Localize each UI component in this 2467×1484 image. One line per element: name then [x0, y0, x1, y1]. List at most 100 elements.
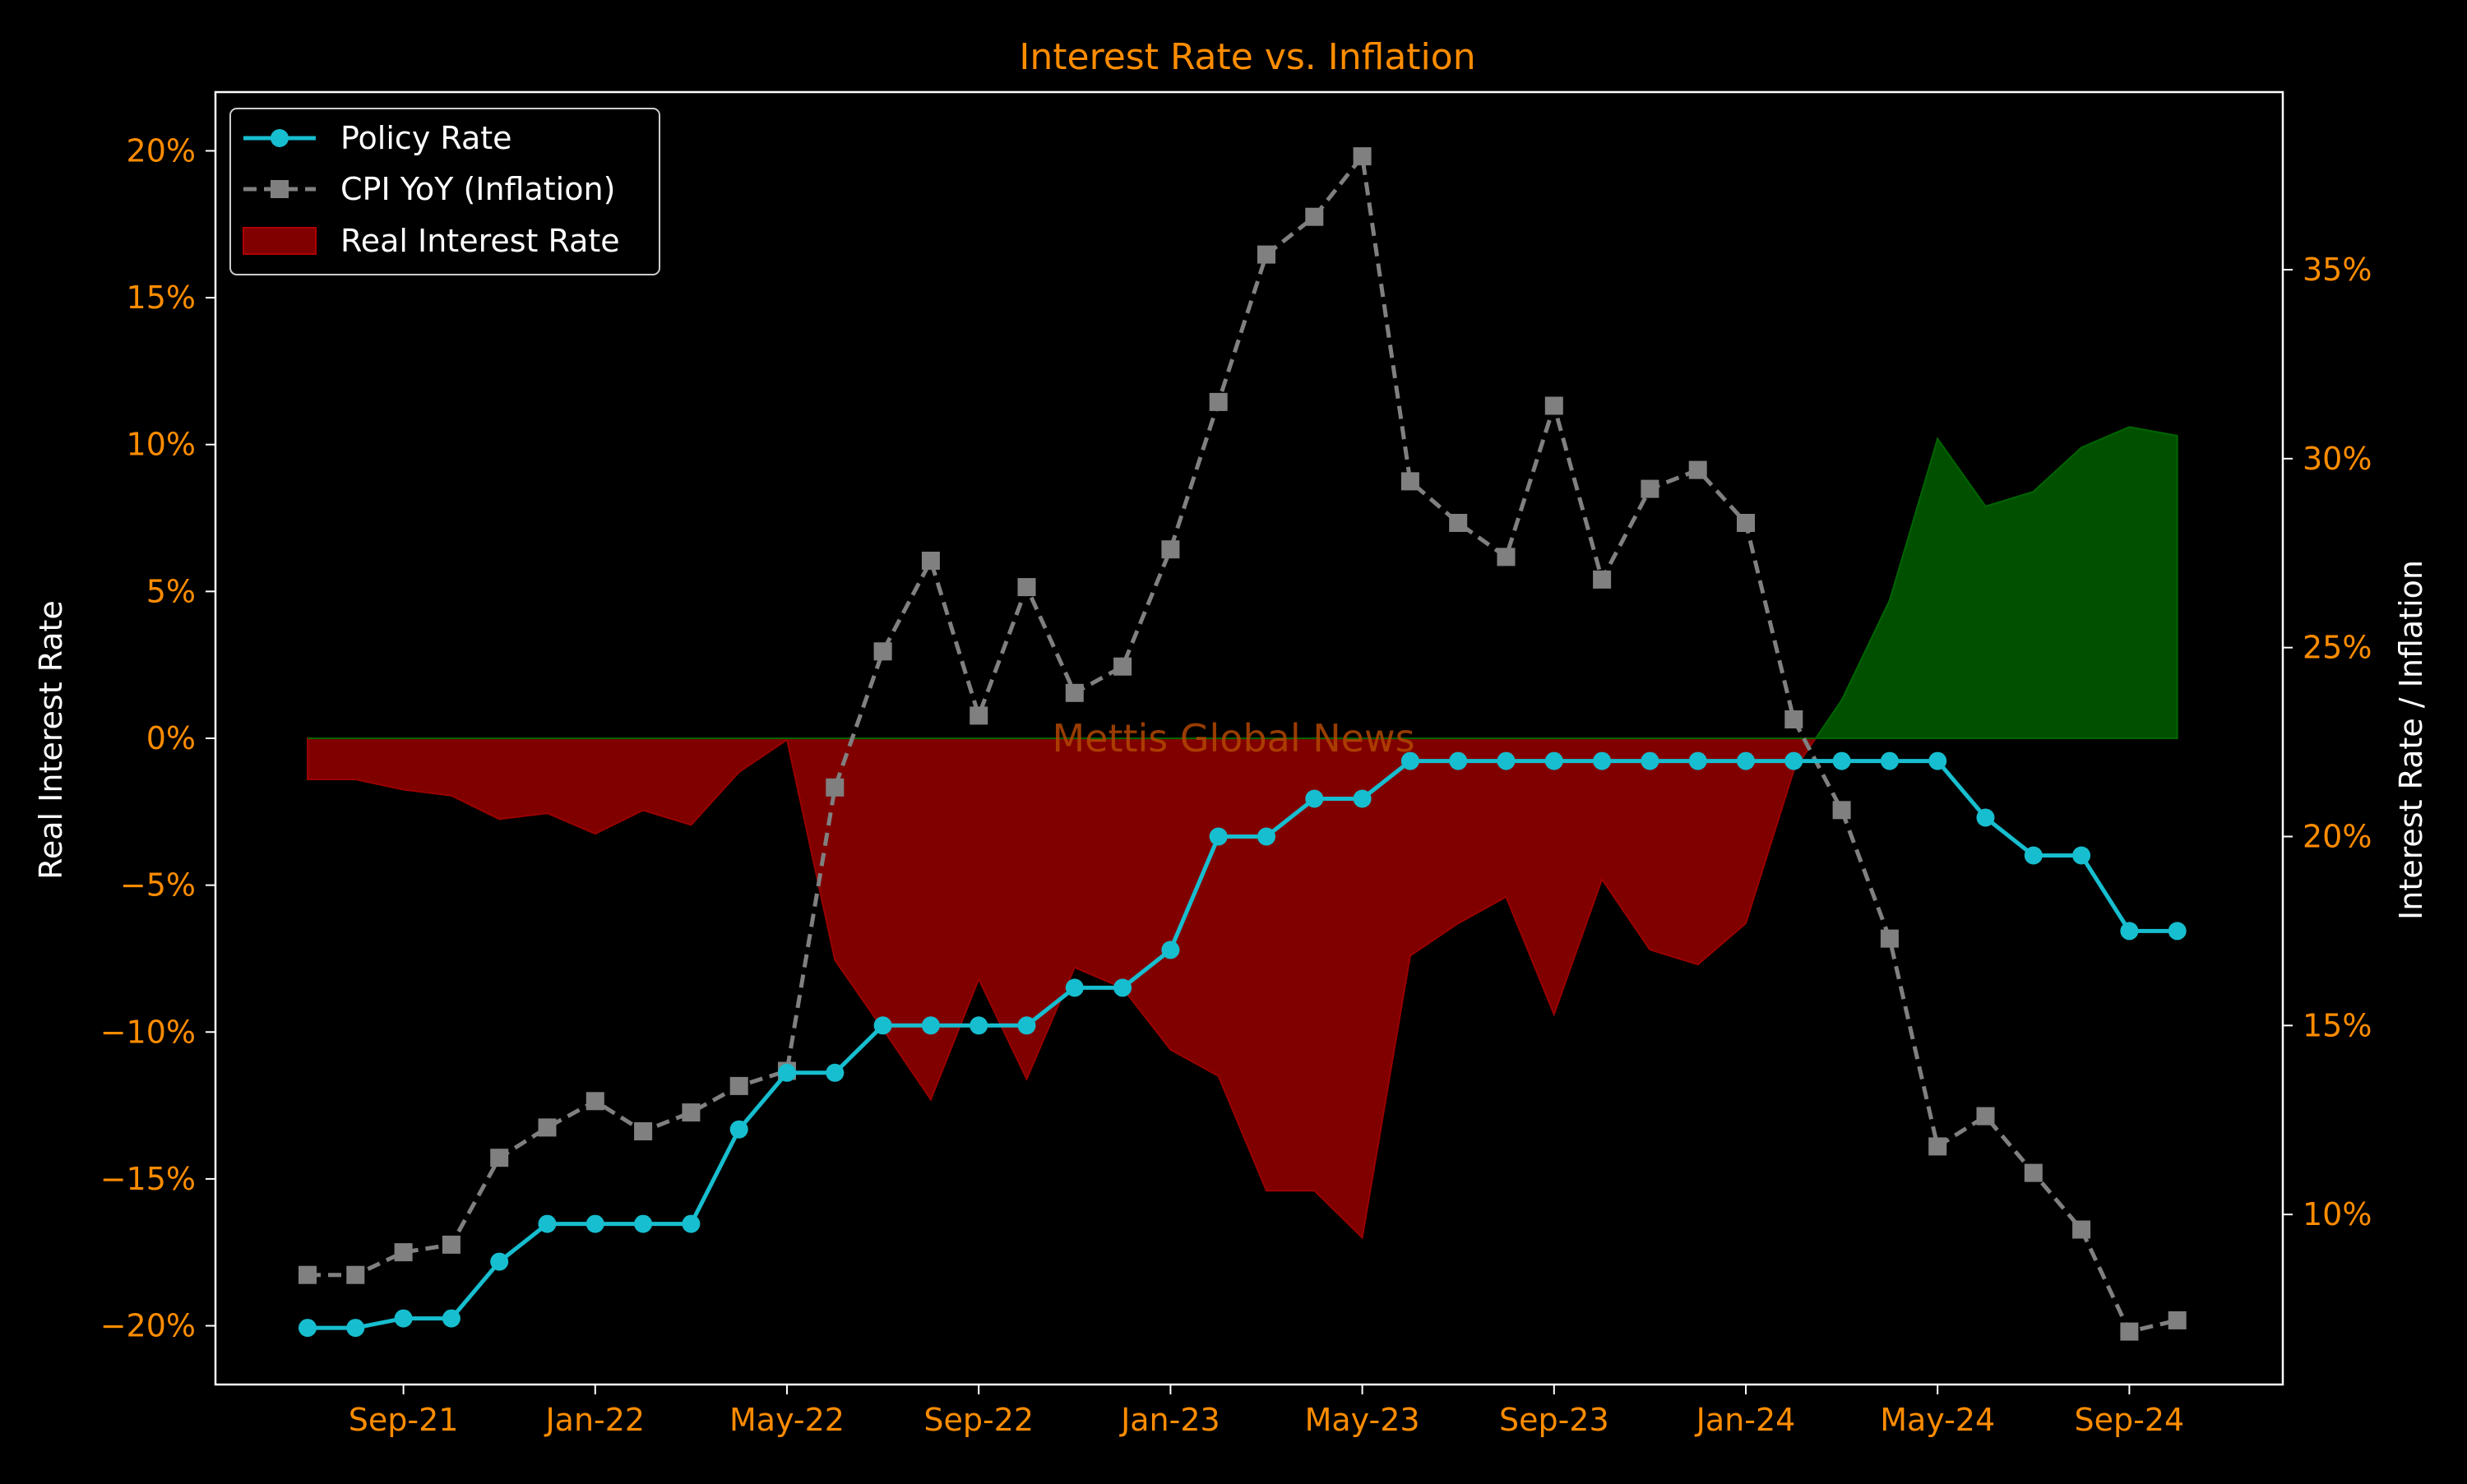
policy-rate-point	[921, 1016, 940, 1035]
left-tick-label: 5%	[146, 573, 196, 609]
legend-entry-real-rate: Real Interest Rate	[340, 223, 620, 259]
cpi-point	[1928, 1137, 1947, 1156]
legend-entry-cpi: CPI YoY (Inflation)	[340, 171, 615, 207]
policy-rate-point	[1641, 751, 1659, 770]
x-tick-label: May-22	[729, 1402, 845, 1438]
cpi-point	[2168, 1311, 2187, 1329]
policy-rate-point	[1832, 751, 1851, 770]
cpi-point	[1832, 801, 1851, 820]
x-tick-label: May-24	[1880, 1402, 1995, 1438]
legend-entry-policy-rate: Policy Rate	[340, 120, 512, 156]
cpi-point	[1784, 710, 1803, 728]
policy-rate-point	[1305, 789, 1324, 808]
cpi-point	[1353, 147, 1372, 166]
policy-rate-point	[1449, 751, 1468, 770]
policy-rate-point	[729, 1120, 748, 1139]
policy-rate-point	[970, 1016, 988, 1035]
policy-rate-point	[1544, 751, 1563, 770]
cpi-point	[442, 1235, 461, 1254]
cpi-point	[1737, 514, 1755, 532]
policy-rate-point	[1017, 1016, 1036, 1035]
cpi-point	[2120, 1322, 2139, 1341]
policy-rate-point	[1065, 978, 1084, 997]
cpi-point	[634, 1122, 653, 1140]
policy-rate-point	[2024, 846, 2043, 865]
series-lines-group	[299, 147, 2187, 1341]
policy-rate-point	[1593, 751, 1612, 770]
real-rate-area-group	[307, 426, 2178, 1240]
cpi-point	[1257, 245, 1275, 264]
policy-rate-point	[1209, 827, 1228, 846]
policy-rate-point	[1928, 751, 1947, 770]
right-tick-label: 15%	[2303, 1007, 2372, 1043]
axes-group: 20% 15% 10% 5% 0% −5% −10% −15% −20% 35% 30% 25% 20%…	[100, 90, 2372, 1438]
cpi-point	[1880, 929, 1899, 948]
cpi-point	[1400, 472, 1419, 491]
left-tick-label: −5%	[120, 867, 196, 904]
policy-rate-point	[1113, 978, 1132, 997]
x-tick-label: Jan-22	[544, 1402, 645, 1438]
x-tick-label: Sep-24	[2075, 1402, 2185, 1438]
right-axis-label: Interest Rate / Inflation	[2393, 560, 2429, 920]
policy-rate-point	[682, 1214, 701, 1233]
policy-rate-point	[538, 1214, 557, 1233]
cpi-point	[1497, 548, 1516, 566]
cpi-point	[1161, 540, 1180, 559]
cpi-point	[1544, 396, 1563, 415]
right-tick-label: 10%	[2303, 1196, 2372, 1232]
policy-rate-point	[1880, 751, 1899, 770]
policy-rate-point	[2072, 846, 2091, 865]
policy-rate-point	[778, 1063, 796, 1082]
cpi-point	[1305, 207, 1324, 226]
left-tick-label: 20%	[127, 132, 196, 169]
right-tick-label: 20%	[2303, 819, 2372, 855]
policy-rate-point	[2168, 922, 2187, 941]
policy-rate-point	[1737, 751, 1755, 770]
cpi-point	[299, 1265, 317, 1284]
legend: Policy Rate CPI YoY (Inflation) Real Int…	[229, 108, 660, 275]
x-tick-label: May-23	[1305, 1402, 1420, 1438]
cpi-point	[2024, 1163, 2043, 1182]
policy-rate-point	[1976, 808, 1995, 827]
left-axis-label: Real Interest Rate	[33, 600, 69, 880]
policy-rate-point	[2120, 922, 2139, 941]
cpi-point	[729, 1076, 748, 1095]
cpi-point	[921, 552, 940, 570]
cpi-point	[2072, 1220, 2091, 1239]
cpi-point	[490, 1149, 509, 1167]
policy-rate-point	[1497, 751, 1516, 770]
legend-policy-marker	[271, 129, 289, 147]
cpi-point	[970, 706, 988, 725]
policy-rate-point	[634, 1214, 653, 1233]
left-tick-label: −10%	[100, 1014, 196, 1050]
cpi-point	[1065, 683, 1084, 702]
policy-rate-point	[1784, 751, 1803, 770]
policy-rate-point	[1161, 941, 1180, 959]
cpi-line	[308, 154, 2178, 1334]
right-tick-label: 30%	[2303, 441, 2372, 477]
policy-rate-point	[873, 1016, 892, 1035]
watermark: Mettis Global News	[1052, 716, 1414, 760]
cpi-point	[586, 1092, 604, 1111]
real-rate-positive-area	[308, 426, 2178, 739]
cpi-point	[1641, 479, 1659, 498]
cpi-point	[1017, 578, 1036, 597]
policy-rate-point	[346, 1319, 365, 1338]
cpi-point	[873, 642, 892, 661]
x-tick-label: Jan-23	[1119, 1402, 1220, 1438]
x-tick-label: Jan-24	[1695, 1402, 1796, 1438]
left-tick-label: 10%	[127, 427, 196, 463]
cpi-point	[346, 1265, 365, 1284]
chart-title: Interest Rate vs. Inflation	[1019, 36, 1475, 78]
cpi-point	[538, 1118, 557, 1137]
left-tick-label: 0%	[146, 720, 196, 756]
policy-rate-point	[1400, 751, 1419, 770]
policy-rate-point	[299, 1319, 317, 1338]
right-tick-label: 35%	[2303, 252, 2372, 288]
legend-real-rate-patch	[243, 227, 317, 255]
cpi-point	[1449, 514, 1468, 532]
left-tick-label: −15%	[100, 1161, 196, 1197]
policy-rate-point	[442, 1309, 461, 1328]
